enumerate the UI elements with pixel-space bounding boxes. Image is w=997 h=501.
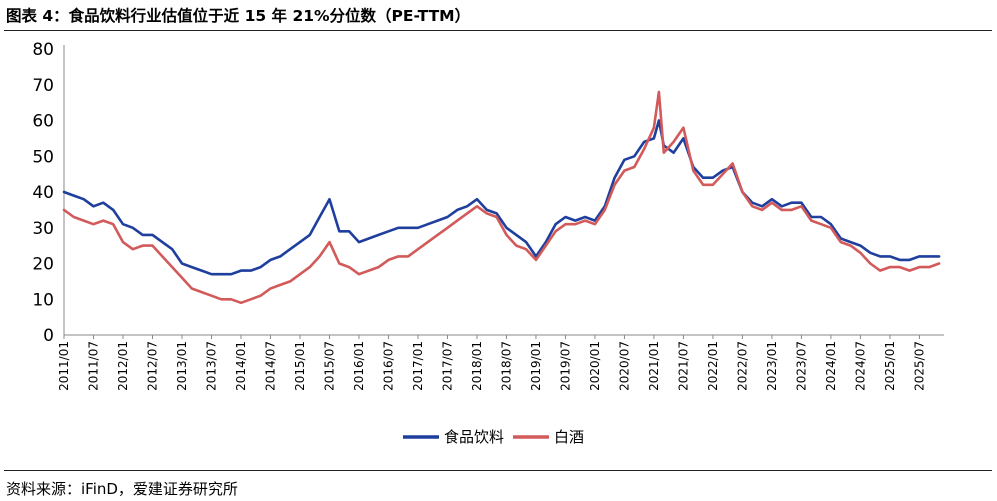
x-tick-label: 2013/07 <box>204 341 218 391</box>
x-tick-label: 2017/07 <box>440 341 454 391</box>
x-tick-label: 2018/07 <box>499 341 513 391</box>
x-tick-label: 2024/01 <box>824 341 838 391</box>
x-tick-label: 2013/01 <box>175 341 189 391</box>
x-tick-label: 2024/07 <box>853 341 867 391</box>
y-tick-label: 70 <box>32 76 54 96</box>
x-tick-label: 2020/07 <box>617 341 631 391</box>
source-note: 资料来源：iFinD，爱建证券研究所 <box>6 480 238 498</box>
x-tick-label: 2014/07 <box>263 341 277 391</box>
x-axis-ticks: 2011/01 2011/07 2012/01 2012/07 2013/01 2013/… <box>57 335 926 391</box>
x-tick-label: 2018/01 <box>470 341 484 391</box>
y-tick-label: 30 <box>32 219 54 239</box>
x-tick-label: 2017/01 <box>411 341 425 391</box>
x-tick-label: 2023/07 <box>794 341 808 391</box>
x-tick-label: 2023/01 <box>765 341 779 391</box>
x-tick-label: 2016/07 <box>381 341 395 391</box>
x-tick-label: 2014/01 <box>234 341 248 391</box>
top-divider <box>4 30 992 31</box>
y-axis-ticks: 0 10 20 30 40 50 60 70 80 <box>32 40 54 346</box>
x-tick-label: 2015/07 <box>322 341 336 391</box>
y-tick-label: 20 <box>32 255 54 275</box>
x-tick-label: 2022/01 <box>706 341 720 391</box>
x-tick-label: 2012/01 <box>116 341 130 391</box>
chart-series <box>62 90 941 305</box>
y-tick-label: 60 <box>32 112 54 132</box>
x-tick-label: 2020/01 <box>588 341 602 391</box>
chart-title: 图表 4：食品饮料行业估值位于近 15 年 21%分位数（PE-TTM） <box>6 7 471 25</box>
y-tick-label: 40 <box>32 183 54 203</box>
x-tick-label: 2016/01 <box>352 341 366 391</box>
x-tick-label: 2011/01 <box>57 341 71 391</box>
y-tick-label: 50 <box>32 147 54 167</box>
series-line-2 <box>62 90 941 305</box>
legend-label-2: 白酒 <box>554 428 584 446</box>
x-tick-label: 2011/07 <box>86 341 100 391</box>
legend-label-1: 食品饮料 <box>444 428 504 446</box>
x-tick-label: 2019/01 <box>529 341 543 391</box>
series-line-1 <box>62 119 941 276</box>
y-tick-label: 0 <box>43 326 54 346</box>
bottom-divider <box>4 470 992 471</box>
y-tick-label: 10 <box>32 290 54 310</box>
x-tick-label: 2021/07 <box>676 341 690 391</box>
x-tick-label: 2019/07 <box>558 341 572 391</box>
legend: 食品饮料 白酒 <box>403 428 584 446</box>
x-tick-label: 2015/01 <box>293 341 307 391</box>
x-tick-label: 2025/07 <box>912 341 926 391</box>
x-tick-label: 2021/01 <box>647 341 661 391</box>
chart-axes <box>63 45 944 336</box>
y-tick-label: 80 <box>32 40 54 60</box>
x-tick-label: 2025/01 <box>883 341 897 391</box>
x-tick-label: 2022/07 <box>735 341 749 391</box>
x-tick-label: 2012/07 <box>145 341 159 391</box>
